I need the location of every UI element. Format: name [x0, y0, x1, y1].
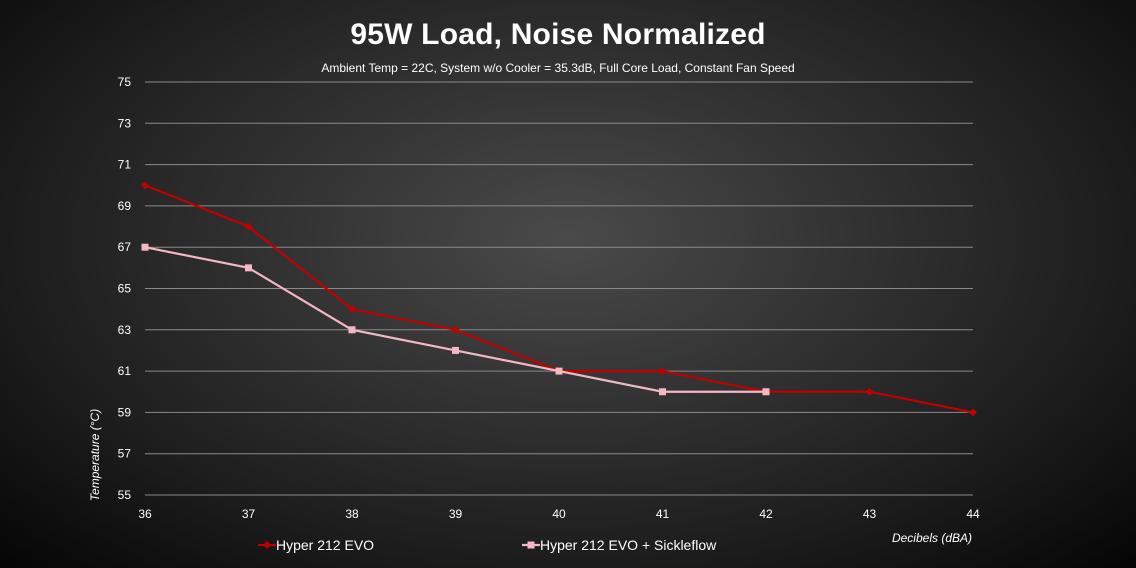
- y-tick-label: 61: [118, 364, 132, 378]
- y-tick-label: 63: [118, 323, 132, 337]
- x-tick-label: 40: [552, 507, 566, 521]
- data-point: [659, 388, 666, 396]
- x-tick-label: 37: [242, 507, 256, 521]
- x-axis-ticks: 36 37 38 39 40 41 42 43 44: [138, 507, 980, 521]
- series-line: [144, 184, 974, 414]
- x-axis-label: Decibels (dBA): [892, 531, 972, 545]
- legend-marker: [527, 541, 535, 549]
- x-tick-label: 41: [656, 507, 670, 521]
- x-tick-label: 42: [759, 507, 773, 521]
- x-tick-label: 39: [449, 507, 463, 521]
- data-point: [452, 346, 459, 354]
- series-line: [144, 246, 766, 393]
- y-tick-label: 71: [118, 158, 132, 172]
- y-tick-label: 55: [118, 488, 132, 502]
- chart-title: 95W Load, Noise Normalized: [350, 18, 766, 51]
- data-point: [762, 388, 770, 396]
- y-tick-label: 57: [118, 447, 132, 461]
- data-point: [244, 222, 253, 231]
- y-tick-label: 67: [118, 240, 132, 254]
- gridlines: [145, 81, 973, 496]
- x-tick-label: 44: [966, 507, 980, 521]
- x-tick-label: 36: [138, 507, 152, 521]
- x-tick-label: 43: [863, 507, 877, 521]
- y-tick-label: 75: [118, 75, 132, 89]
- y-axis-label: Temperature (°C): [88, 409, 102, 501]
- y-tick-label: 59: [118, 405, 132, 419]
- data-point: [141, 181, 149, 190]
- data-point: [348, 305, 356, 314]
- legend-entry-label: Hyper 212 EVO: [276, 537, 374, 553]
- data-point: [969, 408, 977, 417]
- data-point: [348, 326, 356, 334]
- data-point: [658, 367, 667, 376]
- legend: Hyper 212 EVO Hyper 212 EVO + Sickleflow: [258, 537, 717, 553]
- y-tick-label: 65: [118, 282, 132, 296]
- data-point: [245, 264, 252, 272]
- legend-marker: [263, 541, 271, 549]
- data-point: [555, 367, 563, 375]
- chart-subtitle: Ambient Temp = 22C, System w/o Cooler = …: [321, 61, 795, 75]
- data-point: [141, 243, 149, 251]
- legend-entry-label: Hyper 212 EVO + Sickleflow: [540, 537, 717, 553]
- series-lines: [141, 181, 977, 417]
- data-point: [865, 387, 874, 396]
- data-point: [451, 325, 460, 334]
- y-axis-ticks: 55 57 59 61 63 65 67 69 71 73 75: [118, 75, 132, 502]
- y-tick-label: 69: [118, 199, 132, 213]
- x-tick-label: 38: [345, 507, 359, 521]
- y-tick-label: 73: [118, 116, 132, 130]
